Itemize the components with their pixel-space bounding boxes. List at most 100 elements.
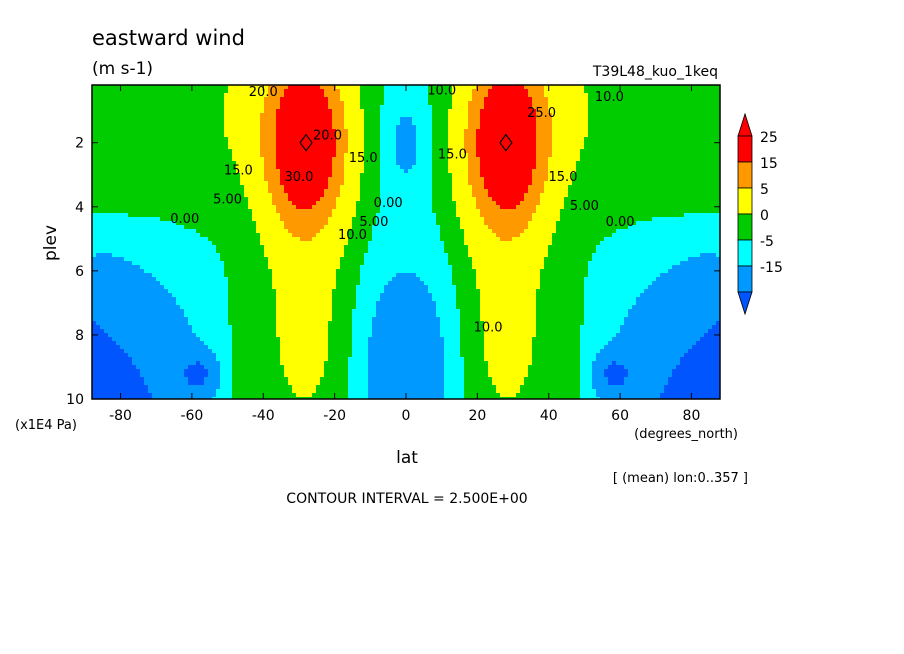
field-cell [208, 149, 213, 154]
field-cell [484, 209, 489, 214]
field-cell [640, 97, 645, 102]
field-cell [172, 185, 177, 190]
field-cell [596, 117, 601, 122]
field-cell [656, 205, 661, 210]
field-cell [700, 133, 705, 138]
field-cell [384, 197, 389, 202]
field-cell [616, 133, 621, 138]
field-cell [272, 117, 277, 122]
field-cell [296, 133, 301, 138]
field-cell [620, 157, 625, 162]
field-cell [452, 137, 457, 142]
field-cell [428, 129, 433, 134]
field-cell [108, 121, 113, 126]
field-cell [236, 197, 241, 202]
field-cell [296, 209, 301, 214]
field-cell [120, 141, 125, 146]
field-cell [156, 141, 161, 146]
field-cell [632, 125, 637, 130]
field-cell [412, 93, 417, 98]
field-cell [248, 185, 253, 190]
field-cell [588, 145, 593, 150]
field-cell [480, 97, 485, 102]
field-cell [628, 121, 633, 126]
field-cell [156, 197, 161, 202]
field-cell [452, 109, 457, 114]
field-cell [272, 121, 277, 126]
field-cell [220, 121, 225, 126]
field-cell [252, 185, 257, 190]
field-cell [608, 105, 613, 110]
field-cell [500, 157, 505, 162]
field-cell [104, 137, 109, 142]
field-cell [668, 201, 673, 206]
field-cell [564, 121, 569, 126]
field-cell [520, 161, 525, 166]
field-cell [244, 101, 249, 106]
field-cell [124, 205, 129, 210]
field-cell [560, 201, 565, 206]
field-cell [408, 89, 413, 94]
field-cell [368, 129, 373, 134]
field-cell [704, 197, 709, 202]
field-cell [404, 89, 409, 94]
field-cell [572, 109, 577, 114]
field-cell [108, 89, 113, 94]
field-cell [316, 149, 321, 154]
field-cell [448, 161, 453, 166]
field-cell [212, 209, 217, 214]
field-cell [288, 189, 293, 194]
field-cell [464, 93, 469, 98]
field-cell [104, 89, 109, 94]
field-cell [656, 173, 661, 178]
field-cell [340, 93, 345, 98]
field-cell [480, 197, 485, 202]
field-cell [400, 97, 405, 102]
field-cell [96, 201, 101, 206]
field-cell [204, 121, 209, 126]
field-cell [472, 105, 477, 110]
field-cell [244, 153, 249, 158]
field-cell [684, 89, 689, 94]
field-cell [576, 185, 581, 190]
field-cell [616, 193, 621, 198]
field-cell [304, 177, 309, 182]
field-cell [292, 173, 297, 178]
field-cell [380, 117, 385, 122]
field-cell [168, 137, 173, 142]
field-cell [576, 197, 581, 202]
field-cell [488, 145, 493, 150]
field-cell [280, 161, 285, 166]
field-cell [656, 101, 661, 106]
field-cell [704, 173, 709, 178]
field-cell [340, 117, 345, 122]
field-cell [540, 201, 545, 206]
field-cell [292, 105, 297, 110]
field-cell [688, 149, 693, 154]
field-cell [524, 137, 529, 142]
field-cell [604, 97, 609, 102]
field-cell [100, 161, 105, 166]
field-cell [140, 149, 145, 154]
field-cell [220, 197, 225, 202]
field-cell [172, 173, 177, 178]
field-cell [416, 89, 421, 94]
field-cell [636, 101, 641, 106]
field-cell [144, 141, 149, 146]
field-cell [96, 129, 101, 134]
field-cell [168, 185, 173, 190]
field-cell [216, 137, 221, 142]
field-cell [472, 141, 477, 146]
field-cell [364, 85, 369, 90]
field-cell [344, 197, 349, 202]
field-cell [640, 181, 645, 186]
field-cell [452, 89, 457, 94]
field-cell [156, 85, 161, 90]
field-cell [496, 93, 501, 98]
field-cell [528, 153, 533, 158]
field-cell [696, 125, 701, 130]
field-cell [712, 113, 717, 118]
field-cell [348, 137, 353, 142]
field-cell [540, 173, 545, 178]
field-cell [624, 85, 629, 90]
